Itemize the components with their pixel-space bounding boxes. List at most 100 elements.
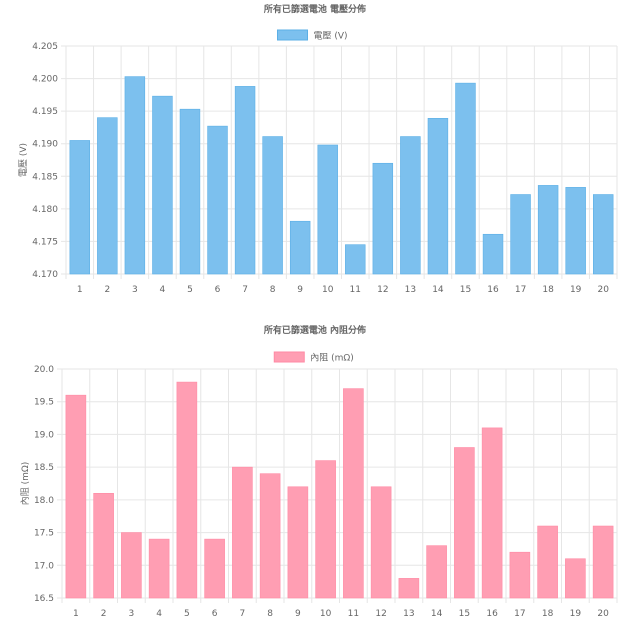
- voltage-x-tick-label: 8: [270, 285, 276, 295]
- voltage-bar-7[interactable]: [234, 86, 256, 275]
- resistance-bar-15[interactable]: [454, 447, 475, 599]
- resistance-x-tick-label: 6: [212, 609, 218, 619]
- voltage-bar-9[interactable]: [289, 220, 311, 275]
- resistance-x-tick-label: 20: [597, 609, 609, 619]
- voltage-y-tick-label: 4.170: [32, 270, 58, 280]
- resistance-legend-swatch[interactable]: [273, 351, 305, 363]
- resistance-legend-label[interactable]: 內阻 (mΩ): [310, 353, 354, 364]
- resistance-x-tick-label: 5: [184, 609, 190, 619]
- resistance-x-tick-label: 17: [514, 609, 525, 619]
- voltage-y-tick-label: 4.175: [32, 237, 58, 247]
- voltage-x-tick-label: 10: [322, 285, 334, 295]
- resistance-x-tick-label: 13: [403, 609, 414, 619]
- resistance-y-axis-label: 內阻 (mΩ): [20, 462, 31, 506]
- voltage-x-tick-label: 6: [215, 285, 221, 295]
- voltage-x-tick-label: 14: [432, 285, 444, 295]
- voltage-x-tick-label: 12: [377, 285, 388, 295]
- resistance-bar-19[interactable]: [565, 558, 586, 599]
- voltage-y-tick-label: 4.195: [32, 107, 58, 117]
- resistance-bar-18[interactable]: [537, 525, 558, 599]
- resistance-bar-6[interactable]: [204, 538, 225, 599]
- resistance-x-tick-label: 16: [486, 609, 498, 619]
- resistance-bar-12[interactable]: [370, 486, 392, 599]
- resistance-bar-11[interactable]: [343, 388, 364, 599]
- resistance-y-tick-label: 19.5: [34, 398, 54, 408]
- voltage-bar-2[interactable]: [97, 117, 118, 275]
- voltage-legend-swatch[interactable]: [277, 29, 308, 41]
- voltage-bar-16[interactable]: [482, 233, 504, 275]
- voltage-x-tick-label: 15: [460, 285, 471, 295]
- resistance-bar-5[interactable]: [176, 381, 198, 599]
- voltage-bar-18[interactable]: [537, 185, 559, 275]
- resistance-bar-14[interactable]: [426, 545, 447, 599]
- resistance-y-tick-label: 17.0: [34, 561, 54, 571]
- resistance-bar-7[interactable]: [232, 466, 253, 599]
- resistance-x-tick-label: 7: [240, 609, 246, 619]
- voltage-legend-label[interactable]: 電壓 (V): [314, 31, 348, 42]
- voltage-bar-8[interactable]: [262, 136, 283, 275]
- voltage-bar-1[interactable]: [69, 140, 90, 275]
- resistance-chart-title: 所有已篩選電池 內阻分佈: [264, 324, 366, 336]
- resistance-x-tick-label: 18: [542, 609, 554, 619]
- voltage-y-tick-label: 4.185: [32, 172, 58, 182]
- voltage-x-tick-label: 17: [515, 285, 526, 295]
- voltage-bar-3[interactable]: [124, 76, 146, 275]
- voltage-x-tick-label: 1: [77, 285, 83, 295]
- voltage-y-tick-label: 4.190: [32, 140, 58, 150]
- voltage-bar-11[interactable]: [345, 244, 366, 275]
- resistance-x-tick-label: 15: [459, 609, 470, 619]
- voltage-bar-10[interactable]: [317, 144, 338, 275]
- resistance-bar-3[interactable]: [121, 532, 142, 599]
- voltage-x-tick-label: 7: [242, 285, 248, 295]
- voltage-y-axis-label: 電壓 (V): [18, 143, 29, 177]
- resistance-x-tick-label: 3: [129, 609, 135, 619]
- resistance-bar-4[interactable]: [148, 538, 170, 599]
- resistance-bar-1[interactable]: [65, 394, 87, 599]
- voltage-x-tick-label: 5: [187, 285, 193, 295]
- voltage-bar-17[interactable]: [510, 194, 531, 275]
- resistance-x-tick-label: 12: [375, 609, 386, 619]
- resistance-bar-16[interactable]: [481, 427, 503, 599]
- voltage-bar-15[interactable]: [455, 82, 476, 275]
- voltage-bar-4[interactable]: [152, 95, 173, 275]
- resistance-x-tick-label: 4: [156, 609, 162, 619]
- voltage-bar-20[interactable]: [593, 194, 614, 275]
- voltage-x-tick-label: 11: [350, 285, 361, 295]
- voltage-x-tick-label: 2: [104, 285, 110, 295]
- voltage-bar-19[interactable]: [565, 187, 586, 275]
- resistance-x-tick-label: 8: [267, 609, 273, 619]
- voltage-x-tick-label: 20: [597, 285, 609, 295]
- resistance-y-tick-label: 18.5: [34, 463, 54, 473]
- resistance-x-tick-label: 19: [570, 609, 582, 619]
- resistance-bar-2[interactable]: [93, 493, 114, 599]
- voltage-x-tick-label: 19: [570, 285, 582, 295]
- voltage-bar-12[interactable]: [372, 162, 394, 275]
- resistance-bar-8[interactable]: [259, 473, 281, 599]
- voltage-y-tick-label: 4.205: [32, 42, 58, 52]
- resistance-bar-13[interactable]: [398, 578, 420, 599]
- resistance-bar-10[interactable]: [315, 460, 336, 599]
- resistance-x-tick-label: 11: [348, 609, 359, 619]
- resistance-bar-17[interactable]: [509, 551, 531, 599]
- resistance-y-tick-label: 19.0: [34, 430, 54, 440]
- voltage-y-tick-label: 4.180: [32, 205, 58, 215]
- resistance-y-tick-label: 20.0: [34, 365, 54, 375]
- voltage-x-tick-label: 9: [297, 285, 303, 295]
- resistance-x-tick-label: 1: [73, 609, 79, 619]
- voltage-bar-6[interactable]: [207, 125, 228, 275]
- voltage-bar-13[interactable]: [400, 136, 421, 275]
- voltage-bar-14[interactable]: [427, 118, 449, 275]
- voltage-bar-5[interactable]: [179, 108, 201, 275]
- voltage-x-tick-label: 18: [542, 285, 554, 295]
- voltage-x-tick-label: 4: [160, 285, 166, 295]
- voltage-chart-title: 所有已篩選電池 電壓分佈: [264, 3, 366, 15]
- voltage-y-tick-label: 4.200: [32, 75, 58, 85]
- resistance-bar-9[interactable]: [287, 486, 309, 599]
- resistance-x-tick-label: 9: [295, 609, 301, 619]
- resistance-bar-20[interactable]: [592, 525, 614, 599]
- resistance-x-tick-label: 14: [431, 609, 443, 619]
- voltage-x-tick-label: 3: [132, 285, 138, 295]
- resistance-y-tick-label: 18.0: [34, 496, 54, 506]
